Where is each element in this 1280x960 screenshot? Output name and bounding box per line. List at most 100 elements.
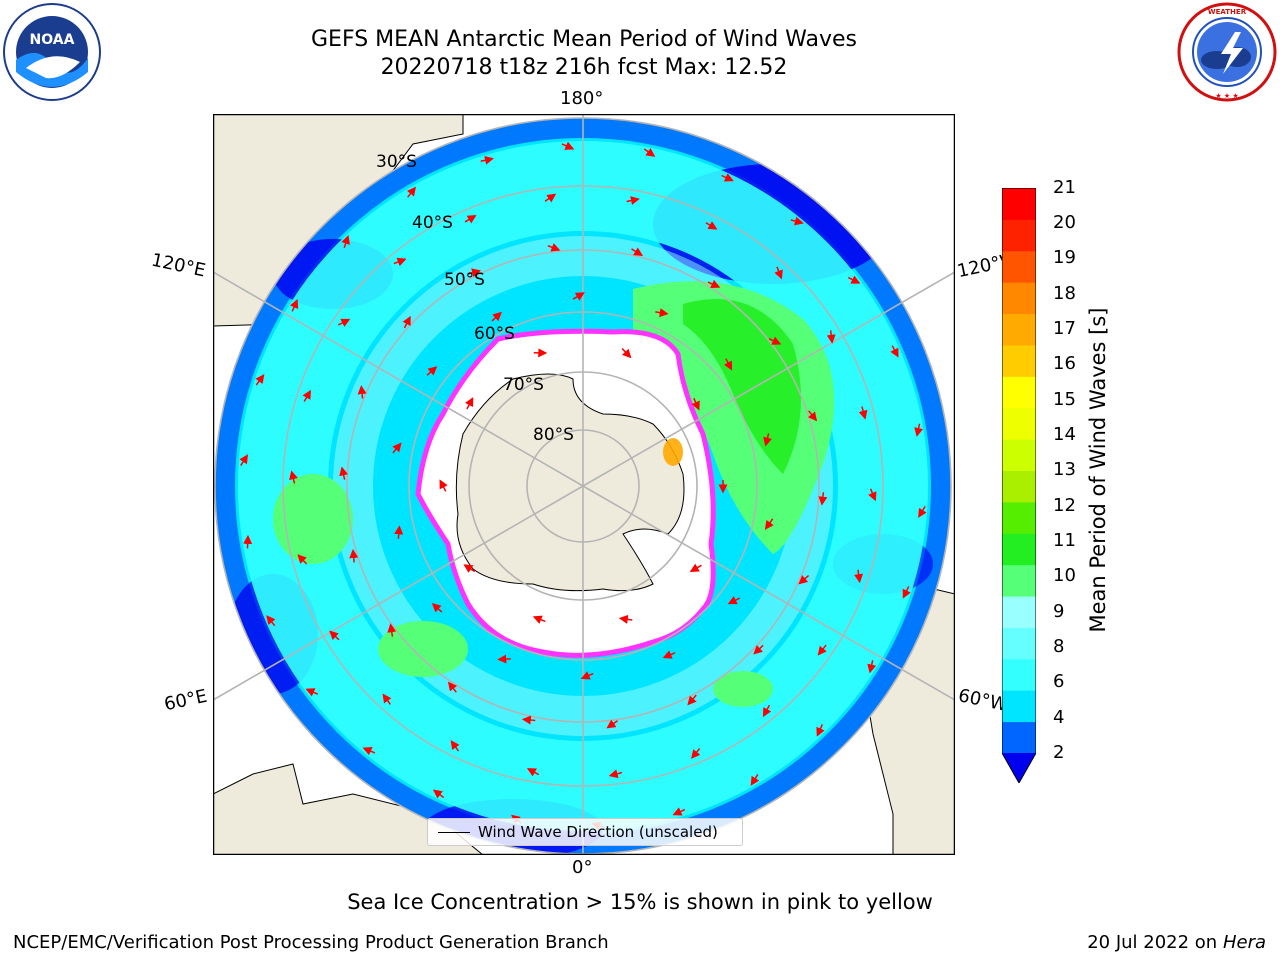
wind-wave-arrow xyxy=(393,257,407,267)
colorbar-bin xyxy=(1002,407,1036,440)
svg-text:WEATHER: WEATHER xyxy=(1208,8,1247,16)
wind-wave-arrow xyxy=(339,466,349,480)
colorbar-tick-label: 13 xyxy=(1053,459,1076,480)
wind-wave-arrow xyxy=(867,660,877,674)
wind-wave-arrow xyxy=(662,650,676,659)
noaa-logo-text: NOAA xyxy=(30,32,75,48)
colorbar-bin xyxy=(1002,282,1036,315)
chart-title: GEFS MEAN Antarctic Mean Period of Wind … xyxy=(311,27,857,52)
colorbar-tick-label: 6 xyxy=(1053,671,1065,692)
wind-wave-arrow xyxy=(790,216,804,226)
lat-label-40s: 40°S xyxy=(412,213,453,233)
wind-wave-arrow xyxy=(672,807,686,816)
nws-logo: WEATHER ★ ★ ★ xyxy=(1177,2,1277,102)
chart-subtitle: 20220718 t18z 216h fcst Max: 12.52 xyxy=(380,55,788,80)
lon-label-0: 0° xyxy=(572,857,593,878)
wind-wave-arrow xyxy=(707,279,721,288)
wind-wave-arrow xyxy=(762,704,772,718)
wind-wave-arrow xyxy=(621,347,632,359)
footer-date-text: 20 Jul 2022 on xyxy=(1087,932,1223,953)
wind-wave-arrow xyxy=(480,155,494,165)
wind-wave-arrow xyxy=(465,397,474,410)
colorbar-bin xyxy=(1002,564,1036,597)
wind-wave-arrow xyxy=(289,299,299,312)
colorbar-tick-label: 2 xyxy=(1053,742,1065,763)
colorbar-tick-label: 14 xyxy=(1053,424,1076,445)
wind-wave-direction-arrows xyxy=(239,141,927,831)
wind-wave-arrow xyxy=(608,769,622,779)
land-antarctica xyxy=(455,373,685,592)
footer-date: 20 Jul 2022 on Hera xyxy=(1087,932,1266,953)
wind-wave-arrow xyxy=(807,410,818,422)
colorbar-tick-label: 21 xyxy=(1053,177,1076,198)
wind-wave-arrow xyxy=(763,433,772,447)
footer-machine: Hera xyxy=(1222,932,1266,953)
wind-wave-arrow xyxy=(464,214,477,224)
wind-wave-arrow xyxy=(606,719,618,729)
wind-wave-arrow xyxy=(289,470,298,484)
svg-text:★ ★ ★: ★ ★ ★ xyxy=(1215,92,1238,100)
lat-label-30s: 30°S xyxy=(376,152,417,172)
wind-wave-arrow xyxy=(547,243,561,252)
colorbar xyxy=(1002,188,1036,783)
wind-wave-arrow xyxy=(561,141,575,150)
wind-wave-arrow xyxy=(826,330,836,344)
legend-label: Wind Wave Direction (unscaled) xyxy=(478,823,718,841)
wind-wave-arrow xyxy=(858,406,868,420)
wind-wave-arrow xyxy=(721,173,734,182)
wind-wave-arrow xyxy=(817,644,827,656)
wind-wave-arrow xyxy=(914,423,924,437)
wind-wave-arrow xyxy=(868,488,877,502)
colorbar-bin xyxy=(1002,344,1036,377)
colorbar-tick-label: 15 xyxy=(1053,389,1076,410)
wind-wave-arrow xyxy=(521,715,536,725)
wind-wave-arrow xyxy=(687,694,697,706)
wind-wave-arrow xyxy=(691,397,700,411)
wind-wave-arrow xyxy=(337,318,351,327)
legend: Wind Wave Direction (unscaled) xyxy=(427,818,743,846)
sea-ice-note: Sea Ice Concentration > 15% is shown in … xyxy=(347,890,933,914)
colorbar-tick-label: 10 xyxy=(1053,565,1076,586)
footer-credit: NCEP/EMC/Verification Post Processing Pr… xyxy=(13,932,609,953)
colorbar-bin xyxy=(1002,721,1036,754)
colorbar-tick-label: 11 xyxy=(1053,530,1076,551)
colorbar-tick-label: 20 xyxy=(1053,212,1076,233)
lon-label-60e: 60°E xyxy=(162,685,209,716)
wind-wave-arrow xyxy=(467,268,481,278)
colorbar-bin xyxy=(1002,470,1036,503)
lon-label-180: 180° xyxy=(560,88,604,109)
colorbar-tick-label: 16 xyxy=(1053,353,1076,374)
wind-wave-arrow xyxy=(266,615,276,627)
colorbar-extend-min xyxy=(1002,753,1036,783)
wind-wave-arrow xyxy=(750,774,760,786)
wind-wave-arrow xyxy=(655,308,669,318)
colorbar-bin xyxy=(1002,376,1036,409)
colorbar-bin xyxy=(1002,533,1036,566)
wind-wave-arrow xyxy=(890,345,899,358)
wind-wave-arrow xyxy=(691,748,701,759)
wind-wave-arrow xyxy=(544,193,557,203)
land-africa xyxy=(213,763,484,855)
colorbar-bin xyxy=(1002,439,1036,471)
wind-wave-arrow xyxy=(854,569,864,584)
wind-wave-arrow xyxy=(727,596,741,605)
wind-wave-arrow xyxy=(341,234,350,249)
colorbar-bin xyxy=(1002,501,1036,534)
wind-wave-arrow xyxy=(643,147,656,157)
wind-wave-arrow xyxy=(723,358,733,371)
colorbar-bin xyxy=(1002,219,1036,252)
wind-wave-arrow xyxy=(447,681,458,693)
colorbar-tick-label: 18 xyxy=(1053,283,1076,304)
colorbar-bin xyxy=(1002,658,1036,691)
wind-wave-arrow xyxy=(432,789,445,799)
colorbar-bin xyxy=(1002,250,1036,283)
wind-wave-arrow xyxy=(450,740,460,752)
wind-wave-arrow xyxy=(918,505,927,518)
lat-label-50s: 50°S xyxy=(444,270,485,290)
colorbar-bin xyxy=(1002,188,1036,220)
lat-label-80s: 80°S xyxy=(533,425,574,445)
polar-map xyxy=(213,114,955,855)
wind-wave-arrow xyxy=(387,623,397,637)
colorbar-tick-label: 8 xyxy=(1053,636,1065,657)
wind-wave-arrow xyxy=(362,747,376,756)
